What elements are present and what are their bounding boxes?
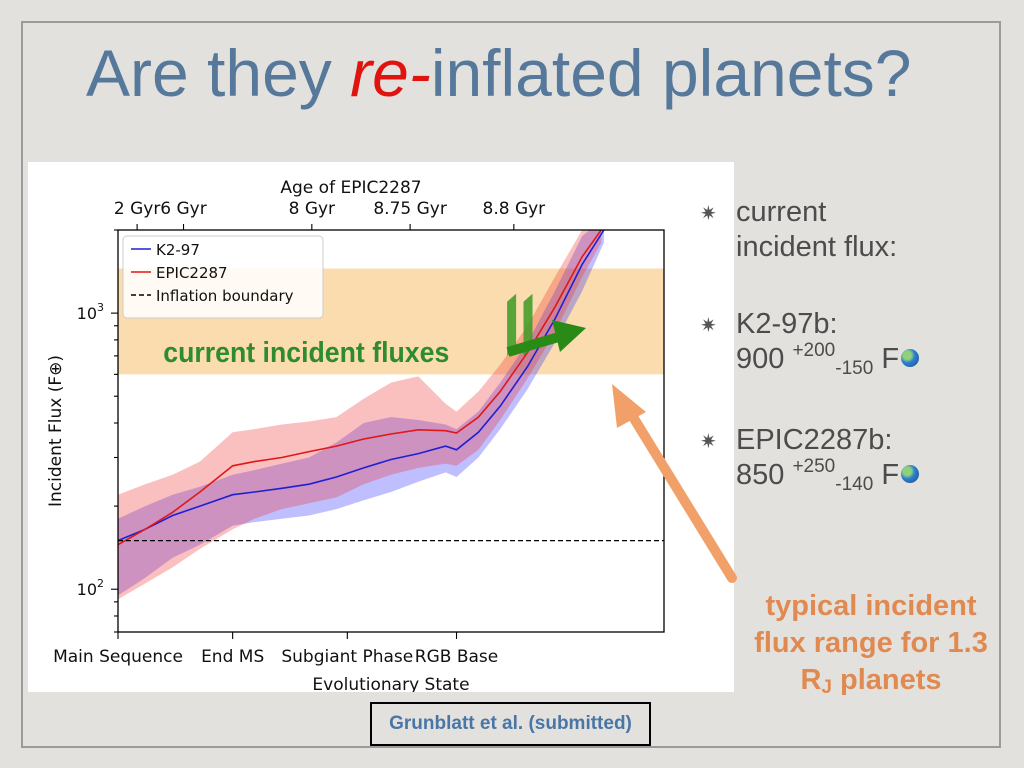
slide-title: Are they re-inflated planets?: [86, 40, 912, 106]
bullet-line: incident flux:: [736, 230, 898, 263]
top-tick-label: 8 Gyr: [289, 199, 335, 219]
chart-panel: 102 103 Main Sequence End MS Subgiant Phase R…: [28, 162, 734, 692]
bullet-star-icon: ✷: [700, 203, 717, 225]
series-line-k2-97: [118, 230, 605, 542]
bullet-line: EPIC2287b:: [736, 424, 893, 456]
title-part-2: inflated planets?: [430, 36, 912, 110]
flux-value-line: 850 +250-140 F: [736, 455, 920, 495]
bullet-star-icon: ✷: [700, 315, 717, 337]
flux-value: 850: [736, 458, 785, 491]
flux-upper-error: +200: [792, 339, 836, 361]
x-tick-label: Main Sequence: [53, 647, 183, 667]
top-tick-label: 8.75 Gyr: [373, 199, 446, 219]
note-line: RJ planets: [726, 662, 1016, 699]
y-tick-exponent: 2: [97, 577, 104, 590]
bullet-line: current: [736, 196, 827, 228]
note-line: typical incident: [765, 590, 977, 622]
x-tick-label: Subgiant Phase: [281, 647, 413, 667]
flux-unit: F: [881, 342, 900, 375]
top-tick-label: 2 Gyr: [114, 199, 160, 219]
legend-label: K2-97: [156, 241, 200, 259]
earth-icon: [901, 349, 920, 368]
bullet-text: current incident flux:: [736, 195, 897, 265]
series-line-epic2287: [118, 230, 602, 546]
note-radius-symbol: R: [800, 664, 822, 697]
earth-icon: [901, 465, 920, 484]
legend: K2-97 EPIC2287 Inflation boundary: [122, 235, 324, 319]
note-line: flux range for 1.3: [754, 627, 988, 660]
top-tick-label: 6 Gyr: [160, 199, 206, 219]
flux-upper-error: +250: [792, 455, 836, 477]
title-emphasis: re-: [350, 36, 431, 110]
uncertainty-band-k2-97: [118, 230, 604, 596]
flux-value: 900: [736, 342, 785, 375]
x-tick-label: End MS: [201, 647, 264, 667]
top-tick-label: 8.8 Gyr: [483, 199, 546, 219]
title-part-1: Are they: [86, 36, 351, 110]
y-axis-label: Incident Flux (F⊕): [46, 355, 66, 507]
current-flux-marker: [507, 293, 517, 356]
green-arrow-head: [552, 320, 586, 352]
y-tick-label: 102: [77, 577, 104, 599]
note-planets: planets: [831, 664, 942, 697]
legend-box: [122, 235, 324, 319]
note-jupiter-subscript: J: [821, 677, 832, 699]
uncertainty-band-epic2287: [118, 230, 602, 600]
bullet-text: EPIC2287b: 850 +250-140 F: [736, 423, 920, 495]
flux-lower-error: -150: [835, 357, 874, 379]
current-flux-annotation: current incident fluxes: [163, 336, 449, 368]
x-axis-label: Evolutionary State: [312, 675, 469, 692]
flux-value-line: 900 +200-150 F: [736, 339, 920, 379]
y-tick-base: 10: [77, 304, 97, 323]
legend-label: EPIC2287: [156, 264, 228, 282]
bullet-star-icon: ✷: [700, 431, 717, 453]
bullet-text: K2-97b: 900 +200-150 F: [736, 307, 920, 379]
typical-flux-note: typical incident flux range for 1.3 RJ p…: [726, 588, 1016, 699]
flux-lower-error: -140: [835, 473, 874, 495]
y-tick-exponent: 3: [97, 301, 104, 314]
y-tick-base: 10: [77, 580, 97, 599]
y-tick-label: 103: [77, 301, 104, 323]
x-tick-label: RGB Base: [415, 647, 498, 667]
citation-box: Grunblatt et al. (submitted): [370, 702, 651, 746]
slide-frame: [21, 21, 1001, 748]
green-arrow-shaft: [506, 331, 564, 357]
top-axis-label: Age of EPIC2287: [280, 178, 421, 198]
bullet-line: K2-97b:: [736, 308, 838, 340]
flux-unit: F: [881, 458, 900, 491]
legend-label: Inflation boundary: [156, 287, 294, 305]
